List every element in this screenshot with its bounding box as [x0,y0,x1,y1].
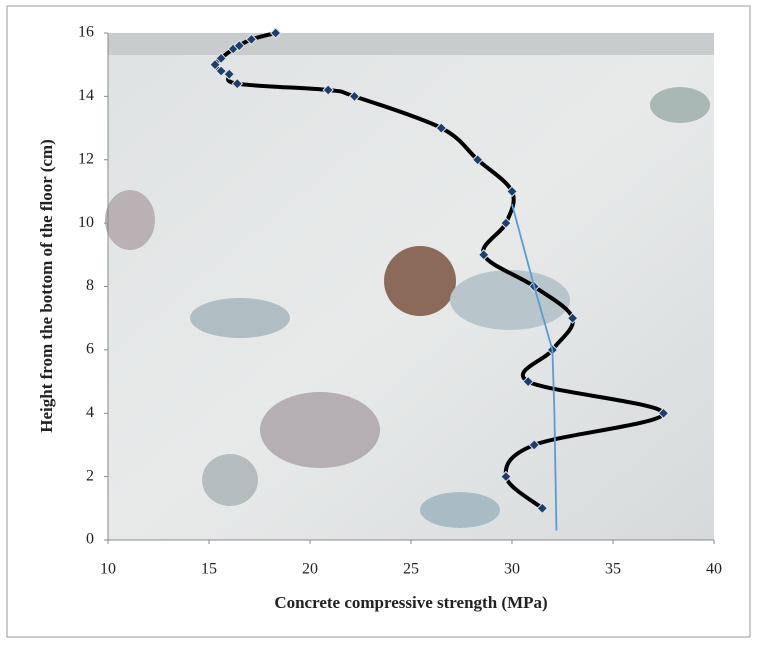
marker [322,84,334,96]
marker [522,375,534,388]
marker [348,90,361,103]
x-tick-label: 10 [100,561,116,578]
marker [528,439,540,451]
x-axis-label: Concrete compressive strength (MPa) [274,593,547,612]
concrete-photo [105,33,714,540]
marker [500,217,512,229]
y-tick-label: 14 [78,87,94,104]
y-tick-label: 8 [86,277,94,294]
line [511,203,558,531]
marker [506,185,518,198]
marker [231,77,243,90]
x-tick-label: 25 [403,561,419,578]
marker [536,502,549,515]
x-tick-label: 15 [201,561,217,578]
x-tick-label: 40 [706,561,722,578]
y-tick-label: 10 [78,214,94,231]
y-axis-label: Height from the bottom of the floor (cm) [37,139,56,433]
marker [566,312,579,324]
marker [215,65,227,77]
y-tick-label: 6 [86,341,94,358]
marker [435,122,448,134]
y-tick-label: 2 [86,467,94,484]
y-tick-label: 0 [86,531,94,548]
marker [500,470,512,483]
marker [269,27,282,39]
marker [233,39,246,52]
marker [223,68,235,80]
marker [471,154,484,166]
x-tick-label: 20 [302,561,318,578]
marker [478,249,490,261]
y-tick-label: 4 [86,404,94,421]
y-tick-label: 16 [78,24,94,41]
marker [215,52,227,65]
marker [245,33,258,46]
x-tick-label: 35 [605,561,621,578]
y-tick-label: 12 [78,150,94,167]
marker [209,58,221,71]
marker [657,407,670,419]
x-tick-label: 30 [504,561,520,578]
